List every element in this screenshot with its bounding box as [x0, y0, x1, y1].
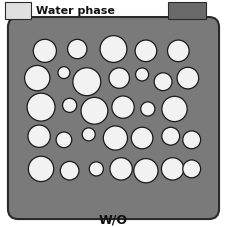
Circle shape	[63, 98, 77, 112]
Circle shape	[177, 67, 199, 89]
Circle shape	[162, 127, 180, 145]
Circle shape	[131, 127, 153, 149]
Text: Water phase: Water phase	[36, 6, 115, 16]
Circle shape	[141, 102, 155, 116]
Circle shape	[134, 159, 158, 183]
Circle shape	[168, 40, 189, 62]
Circle shape	[110, 158, 132, 180]
Circle shape	[154, 73, 172, 91]
Circle shape	[58, 67, 70, 79]
Circle shape	[81, 97, 108, 124]
Circle shape	[27, 93, 55, 121]
Circle shape	[28, 156, 54, 182]
Circle shape	[33, 39, 56, 62]
Circle shape	[82, 128, 95, 141]
Circle shape	[73, 68, 101, 96]
FancyBboxPatch shape	[5, 2, 31, 19]
Circle shape	[161, 158, 184, 180]
Circle shape	[56, 132, 72, 148]
Circle shape	[28, 125, 50, 147]
Circle shape	[112, 96, 134, 118]
Circle shape	[136, 68, 149, 81]
Circle shape	[25, 65, 50, 91]
Circle shape	[183, 160, 201, 178]
Circle shape	[68, 39, 87, 59]
Circle shape	[135, 40, 157, 62]
Circle shape	[183, 131, 201, 149]
FancyBboxPatch shape	[8, 17, 219, 219]
Text: W/O: W/O	[99, 213, 128, 226]
Circle shape	[109, 68, 129, 88]
Circle shape	[60, 161, 79, 180]
Circle shape	[89, 162, 104, 176]
Circle shape	[103, 126, 128, 150]
Circle shape	[162, 96, 187, 122]
Circle shape	[100, 36, 127, 62]
FancyBboxPatch shape	[168, 2, 206, 19]
